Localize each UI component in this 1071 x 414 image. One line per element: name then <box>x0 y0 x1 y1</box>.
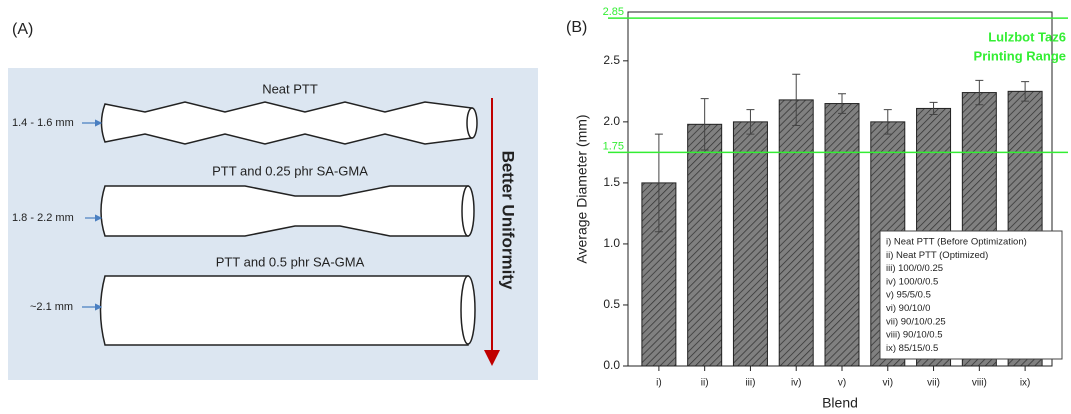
reference-label: 2.85 <box>603 6 624 18</box>
size-label: 1.8 - 2.2 mm <box>12 212 74 224</box>
x-tick-label: ix) <box>1020 378 1031 389</box>
x-tick-label: ii) <box>701 378 709 389</box>
y-tick-label: 2.0 <box>603 114 620 128</box>
reference-label: 1.75 <box>603 140 624 152</box>
legend-entry: i) Neat PTT (Before Optimization) <box>886 237 1027 248</box>
legend-entry: viii) 90/10/0.5 <box>886 330 943 341</box>
bar <box>732 121 768 367</box>
error-bar <box>700 98 709 151</box>
filament-end <box>460 275 476 345</box>
size-label: ~2.1 mm <box>30 301 73 313</box>
error-bar <box>654 133 663 233</box>
bar <box>824 103 860 367</box>
error-bar <box>1021 81 1030 102</box>
arrow-label: Better Uniformity <box>499 151 518 290</box>
filament-05 <box>99 275 469 346</box>
panel-label: (A) <box>12 21 33 38</box>
error-bar <box>838 93 846 114</box>
chart: 0.0 0.5 1.0 1.5 2.0 2.5 i) ii) iii) iv) v) vi) vii) v… <box>574 6 1068 411</box>
filament-title: Neat PTT <box>262 81 318 96</box>
legend-entry: ix) 85/15/0.5 <box>886 343 938 354</box>
legend-entry: ii) Neat PTT (Optimized) <box>886 250 988 261</box>
x-tick-label: vii) <box>927 378 940 389</box>
x-tick-label: v) <box>838 378 846 389</box>
legend-entry: iv) 100/0/0.5 <box>886 276 938 287</box>
annotation: Lulzbot Taz6 <box>988 29 1066 44</box>
y-tick-label: 0.5 <box>603 297 620 311</box>
legend-box <box>879 230 1063 360</box>
error-bar <box>746 109 755 135</box>
filament-025 <box>100 185 469 237</box>
panel-label: (B) <box>566 19 587 36</box>
error-bar <box>792 73 801 127</box>
size-arrows <box>82 119 103 311</box>
legend-entry: vi) 90/10/0 <box>886 303 930 314</box>
filament-neat <box>100 101 473 145</box>
x-tick-label: vi) <box>882 378 893 389</box>
filament-title: PTT and 0.25 phr SA-GMA <box>212 163 368 178</box>
filaments <box>99 101 478 346</box>
legend-entry: vii) 90/10/0.25 <box>886 316 946 327</box>
y-tick-label: 0.0 <box>603 358 620 372</box>
bar <box>687 123 723 367</box>
y-tick-label: 2.5 <box>603 53 620 67</box>
y-axis-label: Average Diameter (mm) <box>574 114 590 263</box>
filament-end <box>461 185 475 237</box>
x-tick-label: iv) <box>791 378 802 389</box>
x-tick-label: viii) <box>972 378 987 389</box>
legend-entry: v) 95/5/0.5 <box>886 290 931 301</box>
x-tick-label: i) <box>656 378 662 389</box>
filament-end <box>466 107 478 139</box>
x-axis-label: Blend <box>822 395 858 411</box>
y-tick-label: 1.0 <box>603 236 620 250</box>
error-bar <box>929 101 938 116</box>
legend-entry: iii) 100/0/0.25 <box>886 263 943 274</box>
y-tick-label: 1.5 <box>603 175 620 189</box>
size-label: 1.4 - 1.6 mm <box>12 117 74 129</box>
bar <box>778 99 814 367</box>
error-bar <box>883 109 892 135</box>
annotation: Printing Range <box>974 48 1066 63</box>
filament-title: PTT and 0.5 phr SA-GMA <box>216 254 365 269</box>
error-bar <box>975 79 984 106</box>
x-tick-label: iii) <box>745 378 755 389</box>
